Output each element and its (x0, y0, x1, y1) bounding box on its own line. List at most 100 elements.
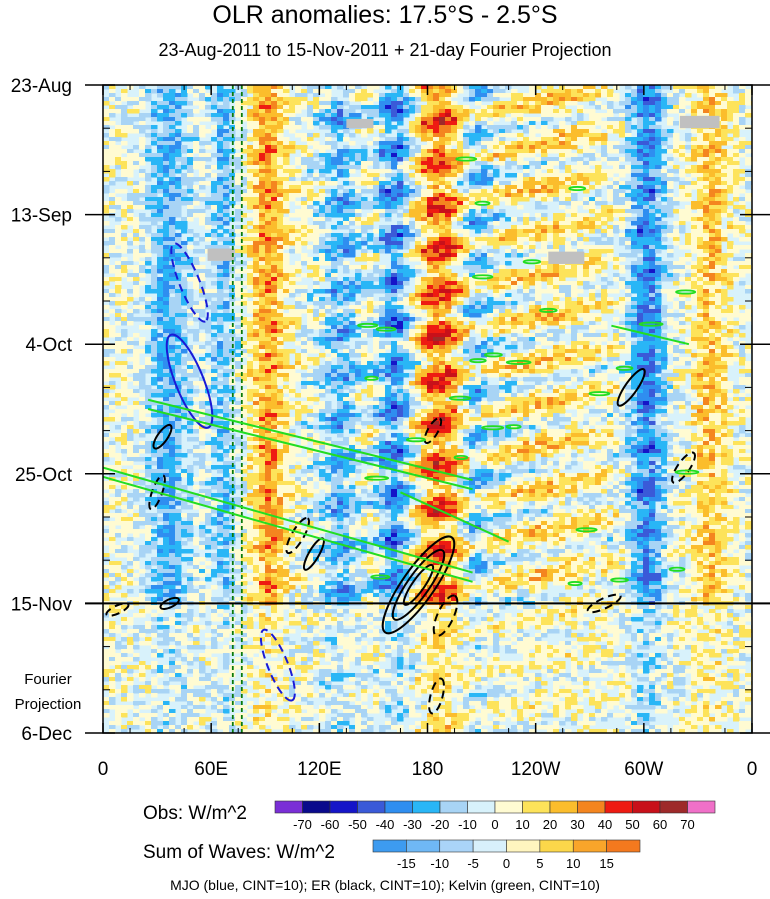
field-cell (589, 161, 596, 166)
field-cell (523, 257, 530, 262)
field-cell (691, 145, 698, 150)
field-cell (559, 149, 566, 154)
field-cell (241, 229, 248, 234)
field-cell (469, 221, 476, 226)
field-cell (181, 301, 188, 306)
field-cell (367, 289, 374, 294)
field-cell (607, 161, 614, 166)
field-cell (157, 85, 164, 90)
field-cell (397, 189, 404, 194)
field-cell (289, 289, 296, 294)
field-cell (721, 205, 728, 210)
field-cell (397, 305, 404, 310)
field-cell (595, 285, 602, 290)
field-cell (703, 97, 710, 102)
field-cell (421, 109, 428, 114)
field-cell (349, 305, 356, 310)
field-cell (535, 189, 542, 194)
field-cell (241, 269, 248, 274)
field-cell (169, 309, 176, 314)
field-cell (295, 125, 302, 130)
field-cell (547, 185, 554, 190)
field-cell (649, 121, 656, 126)
field-cell (439, 145, 446, 150)
field-cell (175, 145, 182, 150)
field-cell (457, 105, 464, 110)
field-cell (295, 209, 302, 214)
field-cell (589, 313, 596, 318)
field-cell (565, 285, 572, 290)
field-cell (217, 125, 224, 130)
field-cell (487, 305, 494, 310)
field-cell (409, 209, 416, 214)
field-cell (277, 249, 284, 254)
field-cell (319, 85, 326, 90)
field-cell (277, 241, 284, 246)
field-cell (259, 297, 266, 302)
field-cell (265, 85, 272, 90)
field-cell (709, 269, 716, 274)
field-cell (589, 245, 596, 250)
field-cell (397, 145, 404, 150)
field-cell (253, 233, 260, 238)
field-cell (595, 265, 602, 270)
field-cell (517, 241, 524, 246)
field-cell (463, 309, 470, 314)
field-cell (715, 289, 722, 294)
field-cell (595, 197, 602, 202)
field-cell (373, 301, 380, 306)
field-cell (499, 233, 506, 238)
field-cell (421, 213, 428, 218)
field-cell (481, 225, 488, 230)
field-cell (343, 89, 350, 94)
field-cell (571, 157, 578, 162)
field-cell (289, 185, 296, 190)
field-cell (691, 285, 698, 290)
field-cell (733, 89, 740, 94)
field-cell (451, 113, 458, 118)
field-cell (373, 125, 380, 130)
field-cell (553, 241, 560, 246)
field-cell (415, 313, 422, 318)
field-cell (607, 101, 614, 106)
field-cell (655, 297, 662, 302)
field-cell (637, 201, 644, 206)
field-cell (343, 293, 350, 298)
field-cell (175, 293, 182, 298)
field-cell (487, 137, 494, 142)
field-cell (625, 281, 632, 286)
field-cell (271, 293, 278, 298)
field-cell (739, 85, 746, 90)
field-cell (463, 149, 470, 154)
field-cell (403, 189, 410, 194)
field-cell (133, 185, 140, 190)
field-cell (169, 297, 176, 302)
field-cell (343, 181, 350, 186)
field-cell (229, 157, 236, 162)
field-cell (181, 297, 188, 302)
field-cell (421, 181, 428, 186)
field-cell (595, 173, 602, 178)
field-cell (577, 149, 584, 154)
field-cell (457, 161, 464, 166)
field-cell (223, 213, 230, 218)
field-cell (661, 309, 668, 314)
field-cell (745, 93, 752, 98)
field-cell (493, 141, 500, 146)
field-cell (295, 269, 302, 274)
field-cell (607, 93, 614, 98)
field-cell (703, 173, 710, 178)
field-cell (343, 289, 350, 294)
field-cell (439, 113, 446, 118)
field-cell (445, 93, 452, 98)
field-cell (523, 145, 530, 150)
field-cell (193, 125, 200, 130)
field-cell (697, 197, 704, 202)
field-cell (253, 249, 260, 254)
field-cell (127, 101, 134, 106)
field-cell (385, 141, 392, 146)
field-cell (115, 229, 122, 234)
field-cell (313, 257, 320, 262)
field-cell (427, 129, 434, 134)
field-cell (295, 157, 302, 162)
